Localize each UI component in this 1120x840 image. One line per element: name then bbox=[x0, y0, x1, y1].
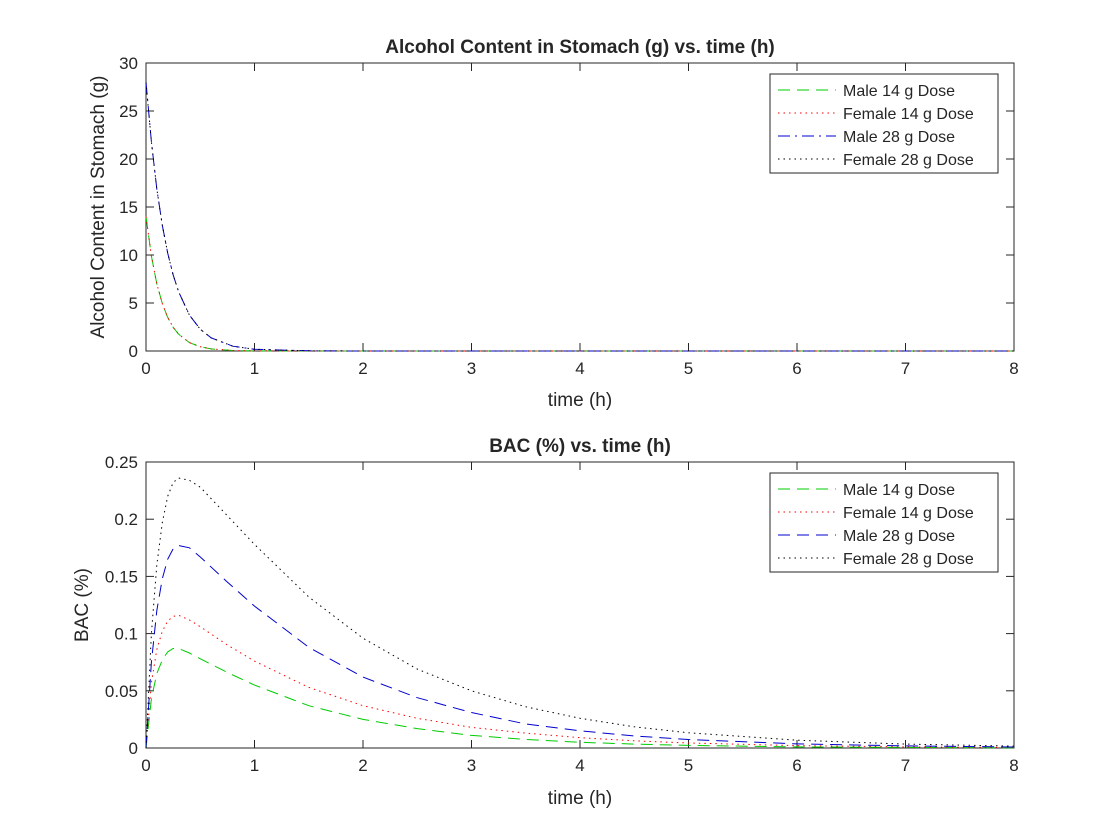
stomach-x-tick-label: 7 bbox=[901, 359, 910, 378]
stomach-x-tick-label: 8 bbox=[1009, 359, 1018, 378]
bac-y-tick-label: 0.2 bbox=[114, 510, 138, 529]
bac-chart-title: BAC (%) vs. time (h) bbox=[489, 436, 671, 457]
stomach-chart-title: Alcohol Content in Stomach (g) vs. time … bbox=[385, 37, 775, 58]
bac-legend: Male 14 g Dose Female 14 g Dose Male 28 g … bbox=[769, 472, 999, 573]
stomach-y-axis-label: Alcohol Content in Stomach (g) bbox=[88, 76, 109, 339]
stomach-y-tick-label: 10 bbox=[119, 246, 138, 265]
bac-x-tick-label: 3 bbox=[467, 756, 476, 775]
stomach-series-line-2 bbox=[145, 216, 1014, 352]
stomach-x-tick-label: 4 bbox=[575, 359, 584, 378]
bac-x-tick-label: 7 bbox=[901, 756, 910, 775]
bac-x-tick-label: 8 bbox=[1009, 756, 1018, 775]
bac-y-axis-label: BAC (%) bbox=[72, 568, 93, 642]
bac-axes: BAC (%) vs. time (h) time (h) BAC (%) 0 1… bbox=[72, 436, 1019, 809]
bac-legend-label-4: Female 28 g Dose bbox=[843, 551, 974, 568]
bac-series-line-2 bbox=[145, 614, 1015, 749]
stomach-x-tick-label: 6 bbox=[792, 359, 801, 378]
stomach-y-tick-label: 15 bbox=[119, 198, 138, 217]
stomach-y-tick-label: 5 bbox=[129, 294, 138, 313]
stomach-y-tick-label: 0 bbox=[129, 342, 138, 361]
bac-x-tick-label: 2 bbox=[358, 756, 367, 775]
bac-x-tick-label: 6 bbox=[792, 756, 801, 775]
stomach-x-axis-label: time (h) bbox=[548, 390, 612, 411]
bac-x-axis-label: time (h) bbox=[548, 788, 612, 809]
bac-y-tick-label: 0.15 bbox=[105, 567, 138, 586]
bac-y-tick-label: 0.25 bbox=[105, 453, 138, 472]
stomach-y-tick-label: 25 bbox=[119, 102, 138, 121]
bac-series-line-1 bbox=[145, 648, 1015, 749]
stomach-legend-label-3: Male 28 g Dose bbox=[843, 129, 955, 146]
stomach-x-tick-label: 1 bbox=[250, 359, 259, 378]
bac-x-tick-label: 1 bbox=[250, 756, 259, 775]
stomach-x-tick-label: 0 bbox=[141, 359, 150, 378]
bac-y-tick-label: 0 bbox=[129, 739, 138, 758]
stomach-legend-label-2: Female 14 g Dose bbox=[843, 106, 974, 123]
bac-legend-label-3: Male 28 g Dose bbox=[843, 528, 955, 545]
stomach-x-tick-label: 3 bbox=[467, 359, 476, 378]
bac-x-tick-label: 5 bbox=[684, 756, 693, 775]
stomach-legend: Male 14 g Dose Female 14 g Dose Male 28 g … bbox=[769, 73, 999, 174]
bac-series-line-4 bbox=[145, 477, 1015, 749]
bac-x-tick-label: 0 bbox=[141, 756, 150, 775]
stomach-series-line-4 bbox=[145, 82, 1014, 352]
stomach-legend-label-4: Female 28 g Dose bbox=[843, 152, 974, 169]
stomach-x-tick-label: 5 bbox=[684, 359, 693, 378]
bac-y-tick-label: 0.05 bbox=[105, 682, 138, 701]
bac-legend-label-2: Female 14 g Dose bbox=[843, 505, 974, 522]
stomach-alcohol-axes: Alcohol Content in Stomach (g) vs. time … bbox=[88, 37, 1019, 411]
bac-legend-label-1: Male 14 g Dose bbox=[843, 482, 955, 499]
stomach-legend-label-1: Male 14 g Dose bbox=[843, 83, 955, 100]
bac-x-tick-label: 4 bbox=[575, 756, 584, 775]
stomach-y-tick-label: 30 bbox=[119, 54, 138, 73]
bac-y-tick-label: 0.1 bbox=[114, 625, 138, 644]
stomach-y-tick-label: 20 bbox=[119, 150, 138, 169]
bac-series-line-3 bbox=[145, 544, 1015, 749]
stomach-x-tick-label: 2 bbox=[358, 359, 367, 378]
